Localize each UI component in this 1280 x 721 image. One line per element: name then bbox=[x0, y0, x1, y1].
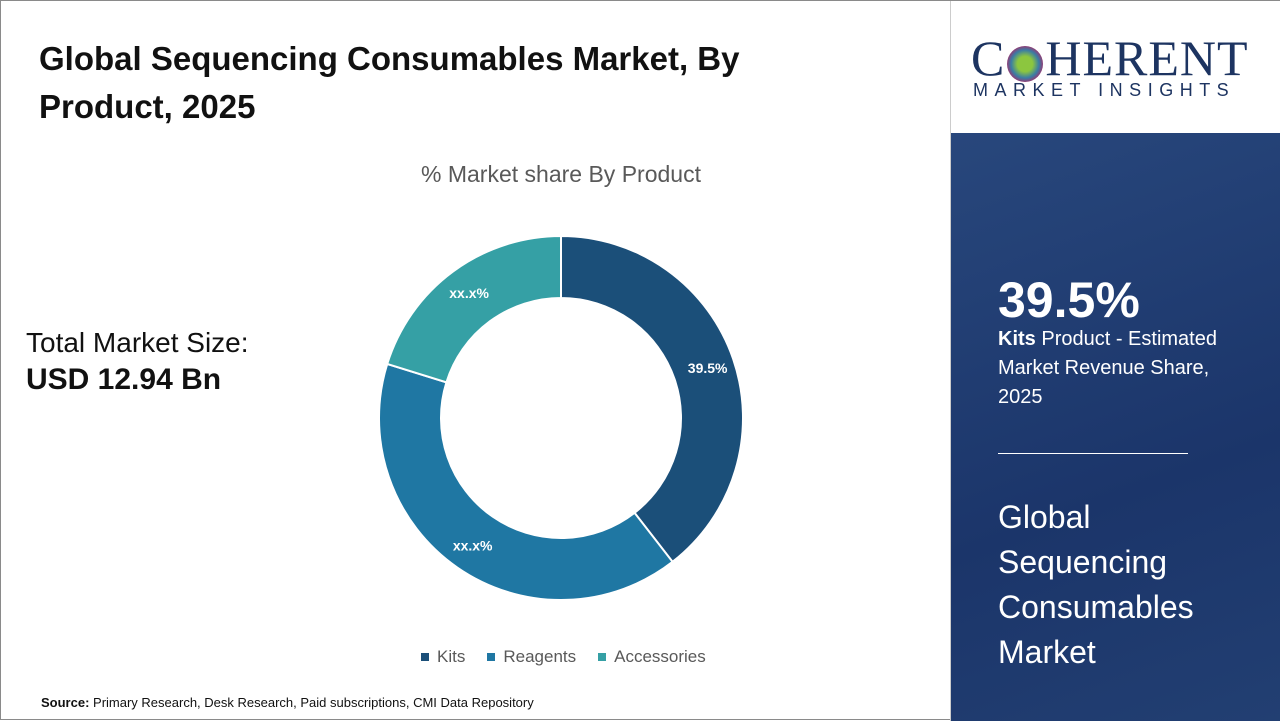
page-title: Global Sequencing Consumables Market, By… bbox=[39, 40, 740, 125]
highlight-segment: Kits bbox=[998, 328, 1036, 350]
highlight-percent: 39.5% bbox=[998, 272, 1140, 328]
legend: Kits Reagents Accessories bbox=[421, 647, 706, 667]
donut-chart: 39.5% xx.x% xx.x% bbox=[378, 234, 744, 601]
legend-item-accessories: Accessories bbox=[598, 647, 706, 667]
highlight-panel: 39.5% Kits Product - Estimated Market Re… bbox=[951, 133, 1280, 721]
source-text: Primary Research, Desk Research, Paid su… bbox=[93, 695, 534, 710]
source-label: Source: bbox=[41, 695, 90, 710]
source-note: Source: Primary Research, Desk Research,… bbox=[41, 695, 534, 710]
divider bbox=[998, 453, 1188, 454]
side-panel: C HERENT MARKET INSIGHTS 39.5% Kits Produ… bbox=[950, 1, 1280, 721]
slice-reagents bbox=[378, 362, 674, 601]
chart-subtitle: % Market share By Product bbox=[421, 161, 701, 187]
legend-label: Kits bbox=[437, 647, 466, 666]
globe-icon bbox=[1007, 45, 1044, 82]
legend-swatch bbox=[421, 653, 429, 661]
legend-swatch bbox=[487, 653, 496, 661]
data-label-accessories: xx.x% bbox=[449, 285, 489, 301]
total-market-value: USD 12.94 Bn bbox=[26, 363, 222, 396]
data-label-reagents: xx.x% bbox=[453, 537, 493, 553]
legend-label: Reagents bbox=[503, 647, 577, 666]
total-market-label: Total Market Size: bbox=[26, 327, 249, 358]
legend-label: Accessories bbox=[614, 647, 706, 666]
legend-item-kits: Kits bbox=[421, 647, 465, 667]
data-label-kits: 39.5% bbox=[688, 360, 728, 376]
logo-wordmark: C HERENT bbox=[971, 30, 1249, 86]
legend-item-reagents: Reagents bbox=[487, 647, 576, 667]
coherent-logo: C HERENT MARKET INSIGHTS bbox=[951, 1, 1280, 133]
slice-accessories bbox=[385, 234, 562, 384]
legend-swatch bbox=[598, 653, 607, 661]
logo-tagline: MARKET INSIGHTS bbox=[973, 80, 1236, 100]
highlight-desc-text: Product - Estimated Market Revenue Share… bbox=[998, 328, 1217, 408]
highlight-description: Kits Product - Estimated Market Revenue … bbox=[998, 325, 1258, 412]
slice-kits bbox=[560, 234, 744, 564]
market-name: Global Sequencing Consumables Market bbox=[998, 499, 1194, 670]
